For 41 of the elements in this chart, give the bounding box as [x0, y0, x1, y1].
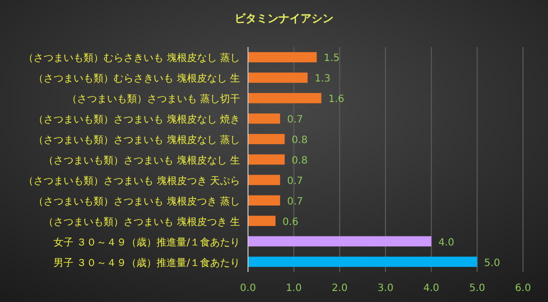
x-tick-label: 5.0: [469, 283, 486, 294]
bar: [248, 134, 285, 144]
y-tick-label: （さつまいも類）むらさきいも 塊根皮なし 蒸し: [24, 52, 240, 64]
y-tick-label: （さつまいも類）さつまいも 塊根皮つき 天ぷら: [24, 174, 240, 187]
y-tick-label: （さつまいも類）さつまいも 塊根皮なし 蒸し: [34, 134, 240, 146]
y-tick-label: （さつまいも類）さつまいも 蒸し切干: [66, 93, 240, 106]
data-label: 1.6: [328, 94, 344, 106]
bar: [248, 216, 276, 226]
x-tick-label: 4.0: [423, 283, 440, 294]
y-tick-label: （さつまいも類）さつまいも 塊根皮なし 生: [44, 154, 240, 166]
data-label: 0.8: [292, 135, 308, 146]
y-tick-label: 男子 ３０～４９（歳）推進量/１食あたり: [53, 256, 240, 269]
bar: [248, 256, 478, 267]
chart-title: ビタミンナイアシン: [234, 12, 334, 25]
data-label: 0.7: [287, 114, 303, 126]
x-tick-label: 1.0: [286, 283, 302, 294]
y-tick-label: （さつまいも類）さつまいも 塊根皮つき 生: [44, 216, 240, 228]
x-tick-label: 2.0: [332, 283, 348, 294]
bar: [248, 154, 285, 165]
data-label: 5.0: [484, 258, 500, 269]
y-tick-label: （さつまいも類）むらさきいも 塊根皮なし 生: [34, 72, 240, 85]
x-tick-label: 6.0: [515, 283, 531, 294]
data-label: 1.3: [314, 74, 330, 85]
data-label: 0.7: [287, 196, 303, 208]
y-tick-label: 女子 ３０～４９（歳）推進量/１食あたり: [53, 236, 240, 248]
bar: [248, 93, 322, 104]
bar: [248, 52, 317, 62]
x-tick-label: 3.0: [378, 283, 394, 294]
data-label: 0.7: [287, 176, 303, 187]
x-tick-label: 0.0: [240, 283, 256, 294]
bar: [248, 236, 432, 246]
y-tick-label: （さつまいも類）さつまいも 塊根皮なし 焼き: [34, 114, 240, 126]
data-label: 1.5: [324, 53, 340, 64]
bar: [248, 113, 280, 124]
data-label: 4.0: [438, 237, 454, 248]
data-label: 0.8: [292, 156, 308, 166]
bar: [248, 195, 280, 206]
bar: [248, 72, 308, 83]
data-label: 0.6: [282, 216, 298, 228]
y-tick-label: （さつまいも類）さつまいも 塊根皮つき 蒸し: [34, 195, 240, 208]
bar: [248, 174, 280, 186]
